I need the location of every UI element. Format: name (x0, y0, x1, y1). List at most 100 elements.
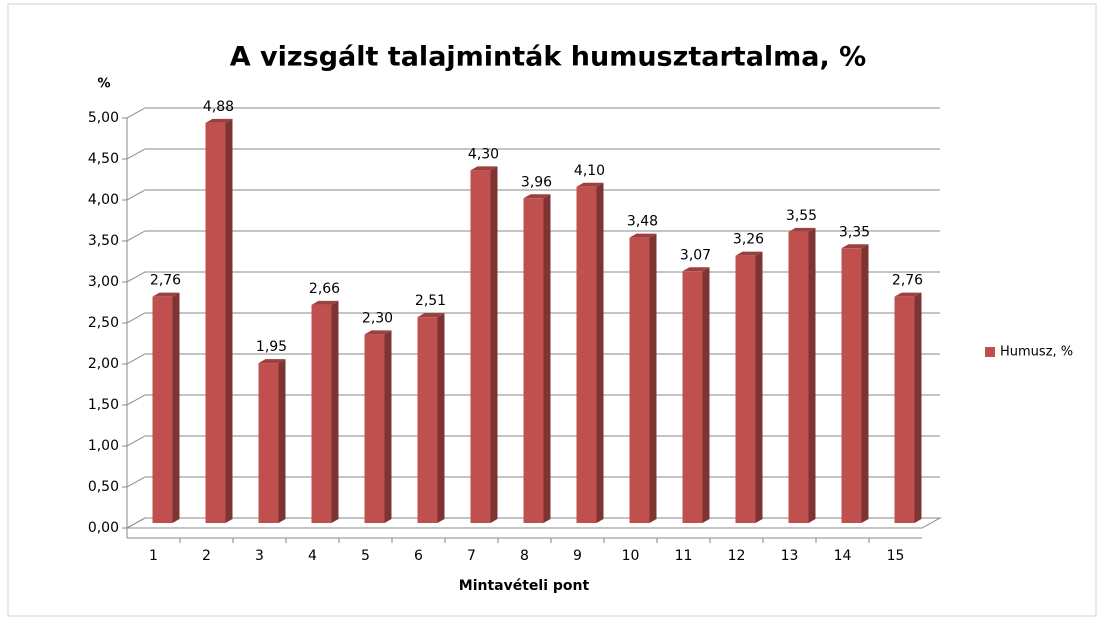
x-tick-label: 7 (467, 548, 476, 564)
bar-side (490, 166, 498, 523)
bar-top (629, 233, 657, 238)
bar (894, 296, 915, 523)
bar-top (735, 251, 763, 256)
value-label: 4,88 (203, 99, 234, 115)
value-label: 2,51 (415, 293, 446, 309)
y-tick-label: 2,50 (88, 315, 119, 331)
bar-side (278, 359, 286, 523)
x-tick-label: 14 (834, 548, 852, 564)
y-tick-label: 5,00 (88, 110, 119, 126)
y-axis-label: % (97, 77, 110, 92)
y-tick-label: 0,00 (88, 520, 119, 536)
value-label: 2,76 (892, 273, 923, 289)
bar (523, 198, 544, 523)
bar (311, 304, 332, 523)
value-label: 2,76 (150, 273, 181, 289)
value-label: 4,30 (468, 146, 499, 162)
bar (152, 296, 173, 523)
bar-side (596, 182, 604, 524)
bar-side (702, 267, 710, 523)
x-tick-label: 5 (361, 548, 370, 564)
y-tick-label: 1,00 (88, 438, 119, 454)
grid-line (126, 435, 940, 447)
bar-side (225, 118, 233, 523)
value-label: 2,66 (309, 281, 340, 297)
bar-top (205, 118, 233, 123)
bar-top (417, 313, 445, 318)
bar-side (861, 244, 869, 524)
bar (682, 271, 703, 523)
value-label: 4,10 (574, 163, 605, 179)
bar-side (914, 292, 922, 523)
grid-line (126, 230, 940, 242)
bar (417, 317, 438, 523)
chart-title: A vizsgált talajminták humusztartalma, % (230, 42, 866, 73)
bar-top (894, 292, 922, 297)
x-tick-label: 11 (675, 548, 693, 564)
bar-top (788, 227, 816, 232)
bar-top (470, 166, 498, 171)
x-tick-label: 1 (149, 548, 158, 564)
bar (205, 122, 226, 523)
bar (576, 186, 597, 524)
x-tick-label: 10 (622, 548, 640, 564)
bar (788, 231, 809, 523)
bar-side (649, 233, 657, 523)
value-label: 3,07 (680, 247, 711, 263)
x-tick-label: 6 (414, 548, 423, 564)
x-axis-label: Mintavételi pont (459, 578, 590, 594)
grid-line (126, 353, 940, 365)
grid-line (126, 189, 940, 201)
value-label: 3,48 (627, 214, 658, 230)
x-tick-label: 3 (255, 548, 264, 564)
bar-top (364, 330, 392, 335)
y-tick-label: 3,00 (88, 274, 119, 290)
y-tick-label: 1,50 (88, 397, 119, 413)
y-tick-label: 4,50 (88, 151, 119, 167)
bar-side (543, 194, 551, 523)
grid-line (126, 517, 940, 529)
x-tick-label: 12 (728, 548, 746, 564)
bar (735, 255, 756, 523)
bar-side (808, 227, 816, 523)
bar-top (258, 359, 286, 364)
bar-top (841, 244, 869, 249)
x-tick-label: 8 (520, 548, 529, 564)
grid-line (126, 271, 940, 283)
bar-side (437, 313, 445, 523)
bar-top (523, 194, 551, 199)
y-tick-label: 2,00 (88, 356, 119, 372)
x-tick-label: 13 (781, 548, 799, 564)
value-label: 3,26 (733, 232, 764, 248)
bar-top (576, 182, 604, 187)
bar (629, 237, 650, 523)
grid-line (126, 107, 940, 119)
bar (258, 363, 279, 523)
grid-line (126, 312, 940, 324)
x-tick-label: 9 (573, 548, 582, 564)
bar-side (331, 300, 339, 523)
bar-side (755, 251, 763, 523)
bar-side (172, 292, 180, 523)
bar-side (384, 330, 392, 523)
x-tick-label: 15 (887, 548, 905, 564)
legend-swatch (985, 347, 995, 357)
bar-top (152, 292, 180, 297)
grid-line (126, 476, 940, 488)
value-label: 2,30 (362, 310, 393, 326)
y-tick-label: 0,50 (88, 479, 119, 495)
bar (364, 334, 385, 523)
value-label: 3,55 (786, 208, 817, 224)
bar-top (311, 300, 339, 305)
x-tick-label: 2 (202, 548, 211, 564)
bar-top (682, 267, 710, 272)
y-tick-label: 4,00 (88, 192, 119, 208)
bar (841, 248, 862, 524)
value-label: 1,95 (256, 339, 287, 355)
value-label: 3,35 (839, 224, 870, 240)
grid-line (126, 148, 940, 160)
value-label: 3,96 (521, 174, 552, 190)
y-tick-label: 3,50 (88, 233, 119, 249)
